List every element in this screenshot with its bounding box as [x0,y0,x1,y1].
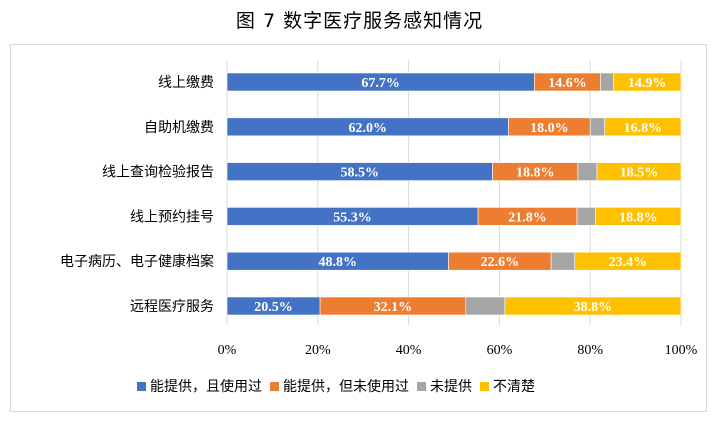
bar-segment [504,296,682,316]
bar-segment [550,251,576,271]
legend-swatch [270,382,279,391]
x-tick-label: 0% [218,343,237,358]
chart-title: 图 7 数字医疗服务感知情况 [235,10,484,32]
data-label: 18.8% [619,210,658,225]
category-label: 远程医疗服务 [130,299,214,315]
data-label: 55.3% [333,210,372,225]
bars: 67.7% 14.6% 14.9% 62.0% 18.0% 16.8% 58.5% 18.8%… [226,72,682,316]
gridlines [226,60,682,325]
category-label: 电子病历、电子健康档案 [60,253,214,270]
data-label: 14.6% [548,76,587,91]
bar-segment [577,162,598,181]
legend-label: 未提供 [430,379,472,395]
bar-segment [589,117,606,137]
bar-segment [574,251,682,271]
bar-segment [600,72,614,92]
x-tick-label: 80% [577,343,603,358]
data-label: 14.9% [628,76,667,91]
data-label: 67.7% [361,76,400,91]
bar-segment [596,162,682,181]
data-label: 58.5% [341,166,380,181]
data-label: 48.8% [319,255,358,270]
data-label: 62.0% [348,121,387,136]
data-label: 22.6% [481,255,520,270]
category-label: 线上查询检验报告 [102,165,214,181]
data-label: 18.8% [516,166,555,181]
legend-label: 能提供，且使用过 [150,378,262,395]
bar-segment [595,207,682,226]
category-label: 线上缴费 [158,75,214,91]
legend-swatch [137,382,146,391]
data-label: 18.5% [620,166,659,181]
legend-label: 能提供，但未使用过 [283,378,409,395]
x-tick-label: 40% [396,343,422,358]
data-label: 23.4% [609,255,648,270]
bar-segment [465,296,506,316]
bar-segment [604,117,682,137]
category-label: 线上预约挂号 [130,209,214,225]
data-label: 18.0% [530,121,569,136]
legend-swatch [417,382,426,391]
data-label: 32.1% [374,300,413,315]
data-label: 38.8% [574,300,613,315]
bar-segment [576,207,596,226]
bar-segment [613,72,682,92]
data-label: 21.8% [508,210,547,225]
x-tick-label: 60% [487,343,513,358]
legend-swatch [480,382,489,391]
data-label: 20.5% [254,300,293,315]
x-tick-label: 100% [665,343,698,358]
legend-label: 不清楚 [493,379,535,395]
x-tick-label: 20% [305,343,331,358]
category-label: 自助机缴费 [144,120,214,136]
x-axis-ticks: 0% 20% 40% 60% 80% 100% [218,343,698,358]
data-label: 16.8% [624,121,663,136]
legend: 能提供，且使用过 能提供，但未使用过 未提供 不清楚 [137,378,535,395]
chart-frame [10,44,707,412]
